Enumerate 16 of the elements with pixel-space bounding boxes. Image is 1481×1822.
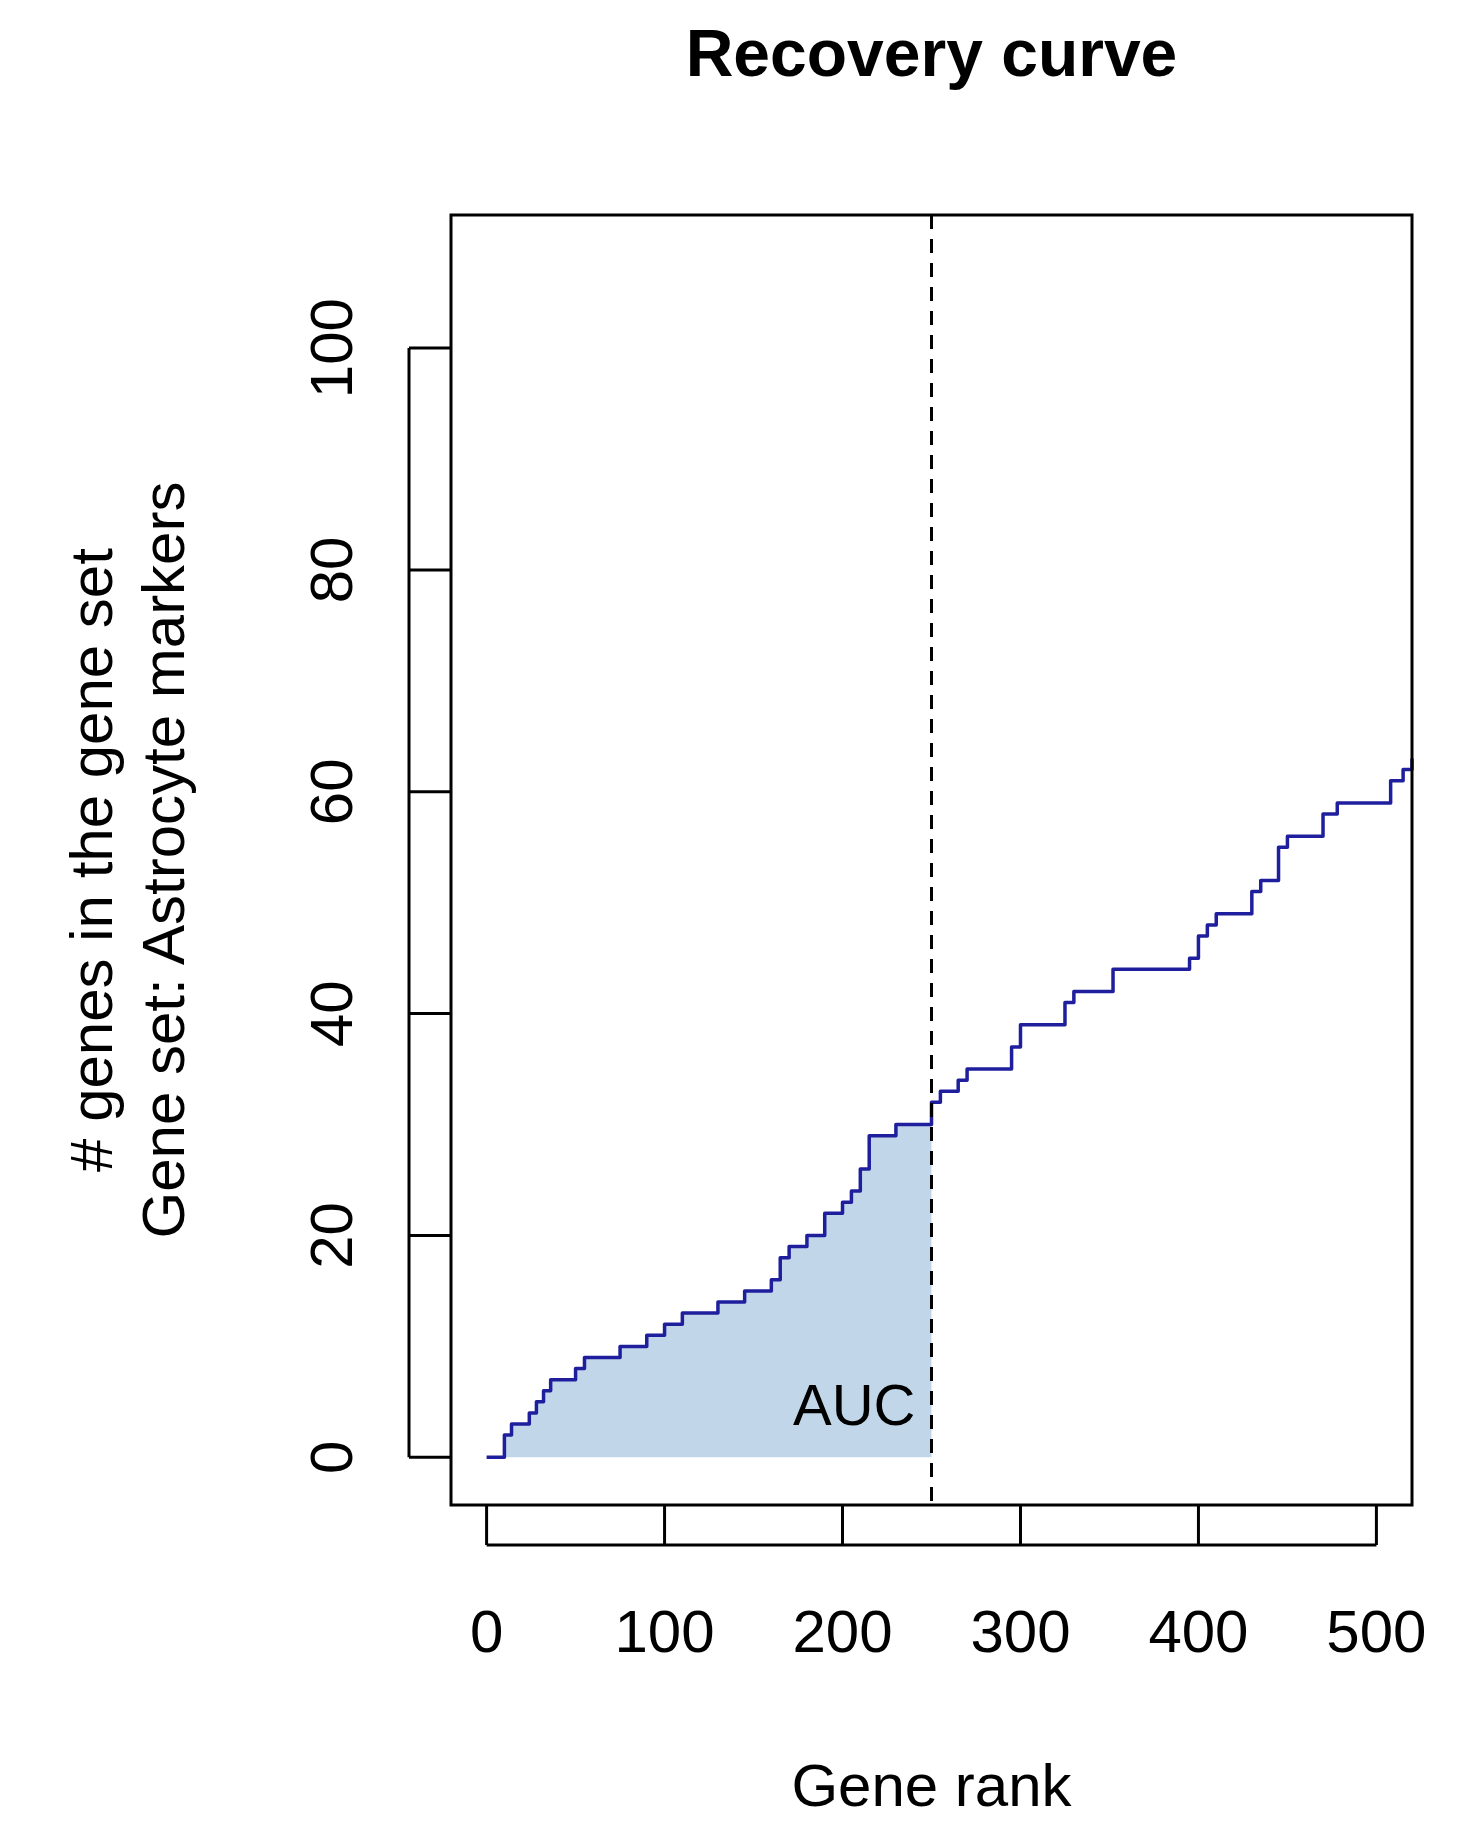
x-axis-title: Gene rank xyxy=(791,1752,1073,1819)
x-tick-label: 200 xyxy=(792,1598,893,1665)
y-tick-label: 100 xyxy=(298,298,365,399)
y-tick-label: 20 xyxy=(298,1202,365,1269)
x-tick-label: 0 xyxy=(469,1598,504,1665)
y-tick-label: 40 xyxy=(298,980,365,1047)
x-tick-label: 100 xyxy=(614,1598,715,1665)
x-tick-label: 400 xyxy=(1148,1598,1249,1665)
y-tick-label: 60 xyxy=(298,758,365,826)
y-tick-label: 80 xyxy=(298,536,365,604)
y-axis-title: # genes in the gene set Gene set: Astrocyte markers xyxy=(58,481,197,1239)
x-tick-label: 300 xyxy=(970,1598,1071,1665)
y-tick-label: 0 xyxy=(298,1440,365,1474)
annotation: AUC xyxy=(793,1372,916,1438)
chart-title: Recovery curve xyxy=(685,16,1178,90)
x-tick-label: 500 xyxy=(1326,1598,1427,1665)
